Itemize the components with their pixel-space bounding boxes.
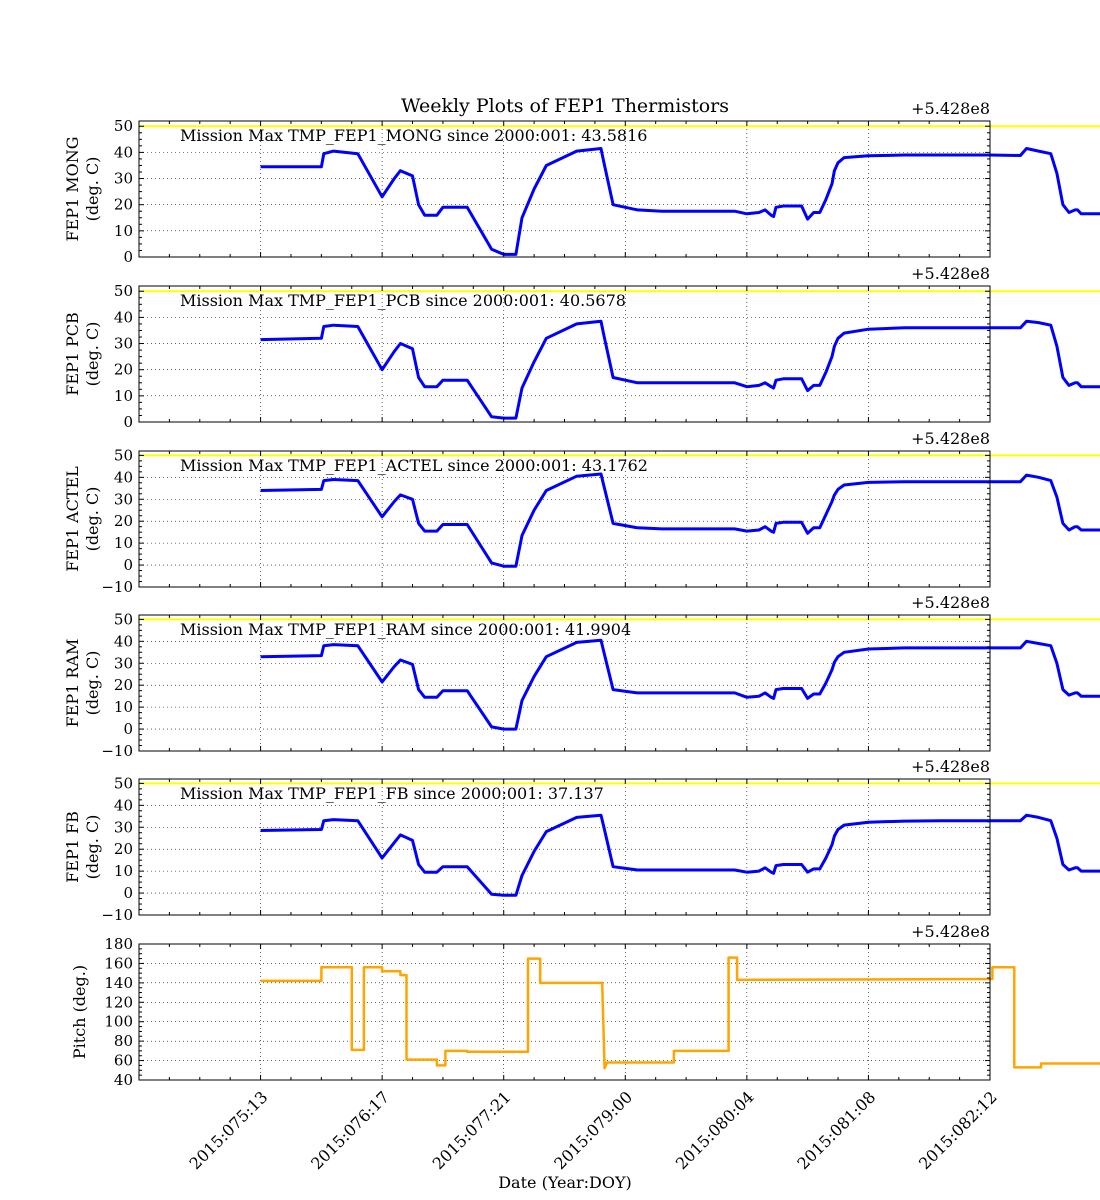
y-axis-label-line: FEP1 ACTEL	[63, 466, 82, 572]
y-tick-label: 20	[114, 676, 133, 694]
x-offset-label: +5.428e8	[911, 429, 990, 448]
y-tick-label: 0	[123, 413, 133, 431]
y-tick-label: 120	[104, 993, 133, 1011]
y-axis-label-line: (deg. C)	[83, 651, 102, 716]
y-tick-label: 10	[114, 862, 133, 880]
y-tick-label: 10	[114, 698, 133, 716]
y-tick-label: 10	[114, 387, 133, 405]
y-tick-label: 50	[114, 610, 133, 628]
y-tick-label: 20	[114, 512, 133, 530]
y-tick-label: 20	[114, 840, 133, 858]
y-axis-label-line: (deg. C)	[83, 322, 102, 387]
axes-frame	[138, 943, 991, 1081]
y-axis-label: Pitch (deg.)	[70, 965, 89, 1059]
x-offset-label: +5.428e8	[911, 593, 990, 612]
x-offset-label: +5.428e8	[911, 264, 990, 283]
y-tick-label: 50	[114, 446, 133, 464]
y-axis-label-line: Pitch (deg.)	[70, 965, 89, 1059]
y-tick-label: −10	[101, 578, 133, 596]
x-tick-label: 2015:075:13	[186, 1087, 272, 1173]
y-tick-label: 30	[114, 335, 133, 353]
temperature-series-line	[260, 472, 1100, 568]
y-tick-label: 40	[114, 632, 133, 650]
mission-max-annotation: Mission Max TMP_FEP1_FB since 2000:001: …	[180, 784, 604, 803]
x-offset-label: +5.428e8	[911, 922, 990, 941]
y-tick-label: 0	[123, 248, 133, 266]
temperature-series-line	[260, 813, 1100, 897]
y-axis-label: FEP1 PCB(deg. C)	[63, 312, 102, 396]
y-tick-label: 30	[114, 654, 133, 672]
y-tick-label: 20	[114, 196, 133, 214]
y-tick-label: 160	[104, 954, 133, 972]
y-tick-label: 80	[114, 1032, 133, 1050]
y-tick-label: 40	[114, 1071, 133, 1089]
panel-2: 0 10 20 30 40 50 FEP1 PCB(deg. C) Mission Max T…	[63, 264, 1100, 431]
y-axis-label-line: (deg. C)	[83, 157, 102, 222]
y-axis-label: FEP1 FB(deg. C)	[63, 811, 102, 883]
y-tick-label: −10	[101, 906, 133, 924]
temperature-series-line	[260, 638, 1100, 731]
mission-max-annotation: Mission Max TMP_FEP1_RAM since 2000:001:…	[180, 620, 631, 639]
y-tick-label: 100	[104, 1013, 133, 1031]
y-tick-label: 60	[114, 1052, 133, 1070]
y-axis-label-line: (deg. C)	[83, 487, 102, 552]
temperature-series-line	[260, 147, 1100, 256]
x-offset-label: +5.428e8	[911, 99, 990, 118]
y-tick-label: 30	[114, 490, 133, 508]
x-tick-labels: 2015:075:13 2015:076:17 2015:077:21 2015:07…	[186, 1087, 1001, 1173]
y-axis-label-line: FEP1 FB	[63, 811, 82, 883]
y-axis-label-line: FEP1 MONG	[63, 136, 82, 241]
chart-title: Weekly Plots of FEP1 Thermistors	[401, 95, 729, 117]
x-tick-label: 2015:079:00	[550, 1087, 636, 1173]
y-axis-label: FEP1 ACTEL(deg. C)	[63, 466, 102, 572]
panel-5: −10 0 10 20 30 40 50 FEP1 FB(deg. C) Mission Max…	[63, 757, 1100, 924]
panel-4: −10 0 10 20 30 40 50 FEP1 RAM(deg. C) Mission Ma…	[63, 593, 1100, 760]
mission-max-annotation: Mission Max TMP_FEP1_ACTEL since 2000:00…	[180, 456, 648, 475]
y-tick-label: 0	[123, 556, 133, 574]
y-axis-label-line: FEP1 RAM	[63, 639, 82, 728]
temperature-series-line	[260, 319, 1100, 420]
y-tick-label: 0	[123, 720, 133, 738]
y-tick-label: 180	[104, 935, 133, 953]
y-axis-label-line: FEP1 PCB	[63, 312, 82, 396]
y-tick-label: 20	[114, 361, 133, 379]
y-axis-label-line: (deg. C)	[83, 815, 102, 880]
y-axis-label: FEP1 RAM(deg. C)	[63, 639, 102, 728]
y-tick-label: 40	[114, 468, 133, 486]
y-tick-label: 40	[114, 308, 133, 326]
y-tick-label: 30	[114, 818, 133, 836]
y-axis-label: FEP1 MONG(deg. C)	[63, 136, 102, 241]
x-axis-label: Date (Year:DOY)	[498, 1173, 632, 1192]
panel-1: 0 10 20 30 40 50 FEP1 MONG(deg. C) Mission Max …	[63, 99, 1100, 266]
pitch-series-line	[260, 956, 1100, 1070]
x-tick-label: 2015:076:17	[307, 1087, 393, 1173]
y-tick-label: −10	[101, 742, 133, 760]
y-tick-label: 10	[114, 222, 133, 240]
x-offset-label: +5.428e8	[911, 757, 990, 776]
y-tick-label: 0	[123, 884, 133, 902]
x-tick-label: 2015:082:12	[915, 1087, 1001, 1173]
mission-max-annotation: Mission Max TMP_FEP1_PCB since 2000:001:…	[180, 291, 626, 310]
y-tick-label: 140	[104, 974, 133, 992]
y-tick-label: 40	[114, 143, 133, 161]
y-tick-label: 50	[114, 117, 133, 135]
y-tick-label: 10	[114, 534, 133, 552]
panel-3: −10 0 10 20 30 40 50 FEP1 ACTEL(deg. C) Mission …	[63, 429, 1100, 596]
mission-max-annotation: Mission Max TMP_FEP1_MONG since 2000:001…	[180, 126, 647, 145]
x-tick-label: 2015:081:08	[793, 1087, 879, 1173]
x-tick-label: 2015:077:21	[429, 1087, 515, 1173]
y-tick-label: 40	[114, 796, 133, 814]
y-tick-label: 50	[114, 774, 133, 792]
y-tick-label: 50	[114, 282, 133, 300]
y-tick-label: 30	[114, 170, 133, 188]
x-tick-label: 2015:080:04	[672, 1087, 758, 1173]
